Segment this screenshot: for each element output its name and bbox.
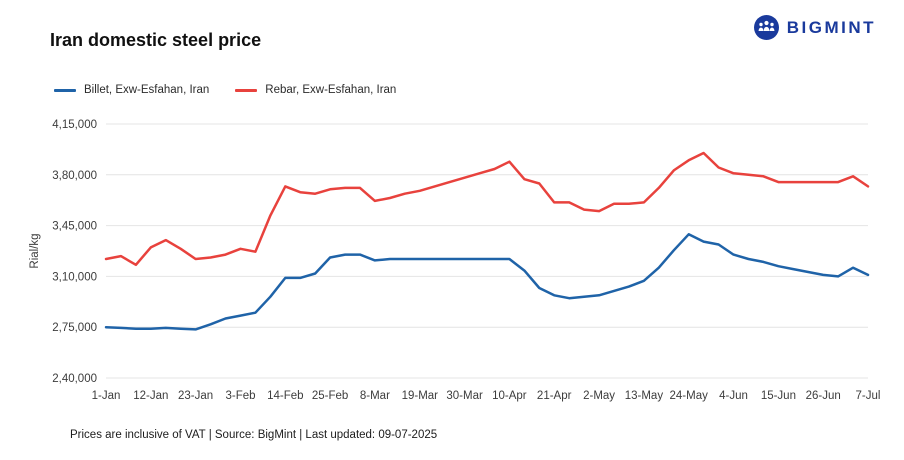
series-line bbox=[104, 151, 870, 267]
price-chart: 2,40,000 2,75,000 3,10,000 3,45,000 3,80,000… bbox=[20, 106, 884, 416]
y-axis-title: Rial/kg bbox=[29, 233, 41, 268]
x-tick-label: 4-Jun bbox=[719, 390, 748, 402]
x-tick-label: 12-Jan bbox=[133, 390, 168, 402]
chart-footnote: Prices are inclusive of VAT | Source: Bi… bbox=[70, 429, 438, 441]
x-tick-label: 14-Feb bbox=[267, 390, 303, 402]
x-tick-label: 1-Jan bbox=[92, 390, 121, 402]
y-tick-label: 3,80,000 bbox=[52, 170, 97, 182]
x-tick-label: 10-Apr bbox=[492, 390, 527, 402]
bigmint-logo: BIGMINT bbox=[753, 14, 876, 41]
x-tick-label: 3-Feb bbox=[225, 390, 255, 402]
y-tick-label: 3,10,000 bbox=[52, 271, 97, 283]
x-tick-label: 8-Mar bbox=[360, 390, 390, 402]
x-tick-label: 30-Mar bbox=[446, 390, 483, 402]
series-line bbox=[104, 233, 870, 331]
legend-item-rebar: Rebar, Exw-Esfahan, Iran bbox=[235, 84, 396, 96]
x-tick-label: 13-May bbox=[625, 390, 664, 402]
chart-legend: Billet, Exw-Esfahan, Iran Rebar, Exw-Esf… bbox=[54, 84, 396, 96]
legend-item-billet: Billet, Exw-Esfahan, Iran bbox=[54, 84, 209, 96]
legend-swatch-rebar bbox=[235, 88, 258, 92]
x-tick-label: 26-Jun bbox=[806, 390, 841, 402]
price-chart-svg: 2,40,000 2,75,000 3,10,000 3,45,000 3,80,000… bbox=[29, 119, 881, 402]
bigmint-logo-icon bbox=[753, 15, 779, 40]
legend-label-rebar: Rebar, Exw-Esfahan, Iran bbox=[265, 84, 397, 96]
x-tick-label: 2-May bbox=[583, 390, 615, 402]
x-tick-label: 24-May bbox=[670, 390, 709, 402]
y-tick-label: 4,15,000 bbox=[52, 119, 97, 131]
y-tick-label: 2,40,000 bbox=[52, 373, 97, 385]
x-tick-label: 19-Mar bbox=[402, 390, 439, 402]
y-tick-label: 3,45,000 bbox=[52, 221, 97, 233]
x-tick-label: 7-Jul bbox=[856, 390, 881, 402]
x-tick-label: 25-Feb bbox=[312, 390, 348, 402]
bigmint-logo-text: BIGMINT bbox=[786, 17, 876, 37]
chart-title: Iran domestic steel price bbox=[50, 30, 262, 50]
x-tick-label: 23-Jan bbox=[178, 390, 213, 402]
x-tick-label: 15-Jun bbox=[761, 390, 796, 402]
y-tick-label: 2,75,000 bbox=[52, 322, 97, 334]
legend-swatch-billet bbox=[54, 88, 76, 92]
x-tick-label: 21-Apr bbox=[537, 390, 572, 402]
legend-label-billet: Billet, Exw-Esfahan, Iran bbox=[84, 84, 210, 96]
